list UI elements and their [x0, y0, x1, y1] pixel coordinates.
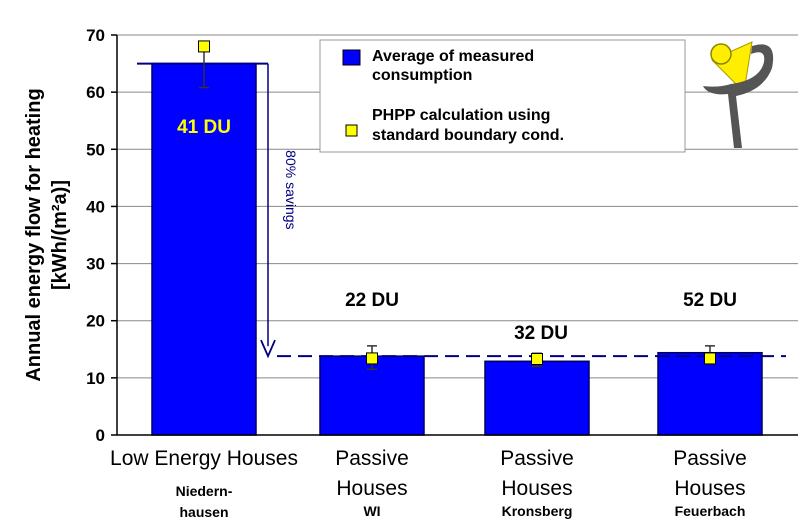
savings-arrow-head: [260, 339, 276, 359]
x-category-label-0: Low Energy Houses: [110, 447, 298, 470]
x-axis-labels: Low Energy Houses Niedern-hausen Passive Ho…: [110, 447, 747, 520]
bar-2: [484, 360, 590, 436]
phpp-marker-1: [366, 352, 378, 365]
legend-entry-phpp-line1: PHPP calculation using: [372, 107, 550, 124]
savings-annotation: 80% savings: [283, 150, 299, 229]
x-sublabel-0: Niedern-: [176, 483, 233, 499]
y-tick-label-0: 0: [96, 426, 105, 445]
y-tick-label-20: 20: [86, 312, 105, 331]
x-sublabel-2: Kronsberg: [502, 503, 573, 519]
y-tick-label-30: 30: [86, 255, 105, 274]
x-sublabel-line2-0: hausen: [179, 504, 228, 520]
bar-labels: 41 DU 22 DU 32 DU 52 DU: [177, 117, 737, 344]
phpp-marker-3: [704, 352, 716, 365]
bars: [151, 62, 763, 436]
legend-bar-swatch: [342, 49, 361, 66]
legend-entry-phpp-line2: standard boundary cond.: [372, 127, 564, 144]
y-tick-label-60: 60: [86, 83, 105, 102]
y-tick-label-70: 70: [86, 26, 105, 45]
x-category-label-line2-2: Houses: [501, 477, 572, 500]
y-tick-label-40: 40: [86, 197, 105, 216]
x-category-label-line2-3: Houses: [674, 477, 745, 500]
x-sublabel-3: Feuerbach: [675, 503, 746, 519]
legend-entry-measured-line2: consumption: [372, 67, 472, 84]
bar-label-2: 32 DU: [514, 323, 568, 344]
bar-label-3: 52 DU: [683, 290, 737, 311]
phpp-marker-0: [198, 40, 210, 53]
bar-label-1: 22 DU: [345, 290, 399, 311]
phpp-marker-2: [531, 353, 543, 365]
legend: Average of measured consumption PHPP cal…: [319, 39, 686, 153]
y-axis-unit: [kWh/(m²a)]: [49, 180, 71, 290]
x-category-label-3: Passive: [673, 447, 747, 470]
x-sublabel-1: WI: [363, 503, 380, 519]
y-axis-label: Annual energy flow for heating: [23, 88, 45, 381]
x-category-label-line2-1: Houses: [336, 477, 407, 500]
legend-entry-measured-line1: Average of measured: [372, 48, 534, 65]
bar-3: [657, 351, 763, 436]
y-axis-ticks: 0 10 20 30 40 50 60 70: [86, 26, 117, 445]
legend-box: [319, 39, 686, 153]
bar-label-0: 41 DU: [177, 117, 231, 138]
x-category-label-1: Passive: [335, 447, 409, 470]
x-category-label-2: Passive: [500, 447, 574, 470]
y-tick-label-10: 10: [86, 369, 105, 388]
y-tick-label-50: 50: [86, 140, 105, 159]
annotations: 80% savings: [137, 62, 786, 359]
bar-0: [151, 62, 257, 436]
legend-marker-swatch: [345, 124, 358, 137]
markers: [198, 40, 716, 365]
passive-house-logo-icon: [703, 41, 774, 148]
